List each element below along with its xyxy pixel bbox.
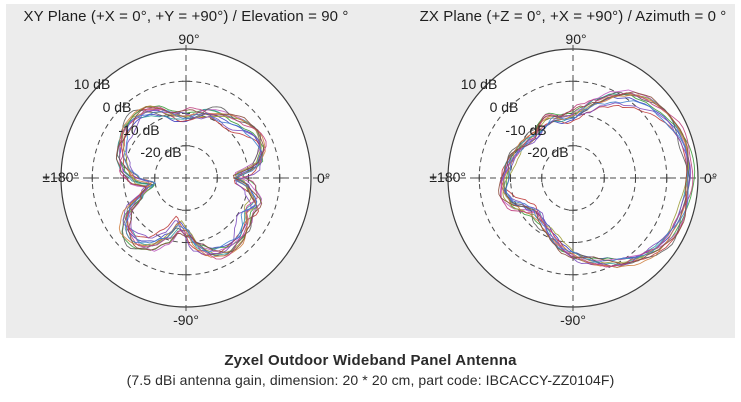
angle-label-bottom: -90° [173,312,199,328]
antenna-trace [118,113,262,249]
antenna-trace [498,91,689,265]
angle-label-bottom: -90° [560,312,586,328]
angle-label-left: ±180° [429,169,466,185]
figure-caption: Zyxel Outdoor Wideband Panel Antenna (7.… [0,352,741,388]
radial-label-10db: 10 dB [74,76,111,92]
plot-title-zx-plane: ZX Plane (+Z = 0°, +X = +90°) / Azimuth … [419,8,727,25]
polar-plot-xy-plane: 90° -90° ±180° 0° 10 dB 0 dB -10 dB -20 … [42,31,330,328]
angle-label-left: ±180° [42,169,79,185]
radiation-pattern-traces [115,105,267,260]
antenna-trace [122,109,263,256]
antenna-trace [116,106,261,257]
radial-label-0db: 0 dB [490,99,519,115]
radial-label-minus20db: -20 dB [140,144,181,160]
angle-label-right: 0° [317,170,330,186]
radial-label-minus10db: -10 dB [118,122,159,138]
radiation-pattern-traces [498,89,696,268]
angle-label-top: 90° [565,31,586,47]
plot-title-xy-plane: XY Plane (+X = 0°, +Y = +90°) / Elevatio… [23,8,349,25]
radial-label-minus20db: -20 dB [527,144,568,160]
ring-tick-marks [88,77,284,279]
antenna-trace [500,102,692,267]
antenna-trace [123,109,263,253]
angle-label-top: 90° [178,31,199,47]
caption-subtitle: (7.5 dBi antenna gain, dimension: 20 * 2… [126,372,615,388]
caption-title: Zyxel Outdoor Wideband Panel Antenna [224,352,517,369]
antenna-trace [122,111,262,255]
antenna-trace [118,105,266,258]
polar-plots-canvas: 90° -90° ±180° 0° 10 dB 0 dB -10 dB -20 … [42,31,717,328]
polar-plot-zx-plane: 90° -90° ±180° 0° 10 dB 0 dB -10 dB -20 … [429,31,717,328]
antenna-trace [499,89,689,262]
antenna-trace [115,106,265,253]
radial-label-minus10db: -10 dB [505,122,546,138]
radial-label-0db: 0 dB [103,99,132,115]
antenna-trace [505,100,689,263]
radial-label-10db: 10 dB [461,76,498,92]
angle-label-right: 0° [704,170,717,186]
